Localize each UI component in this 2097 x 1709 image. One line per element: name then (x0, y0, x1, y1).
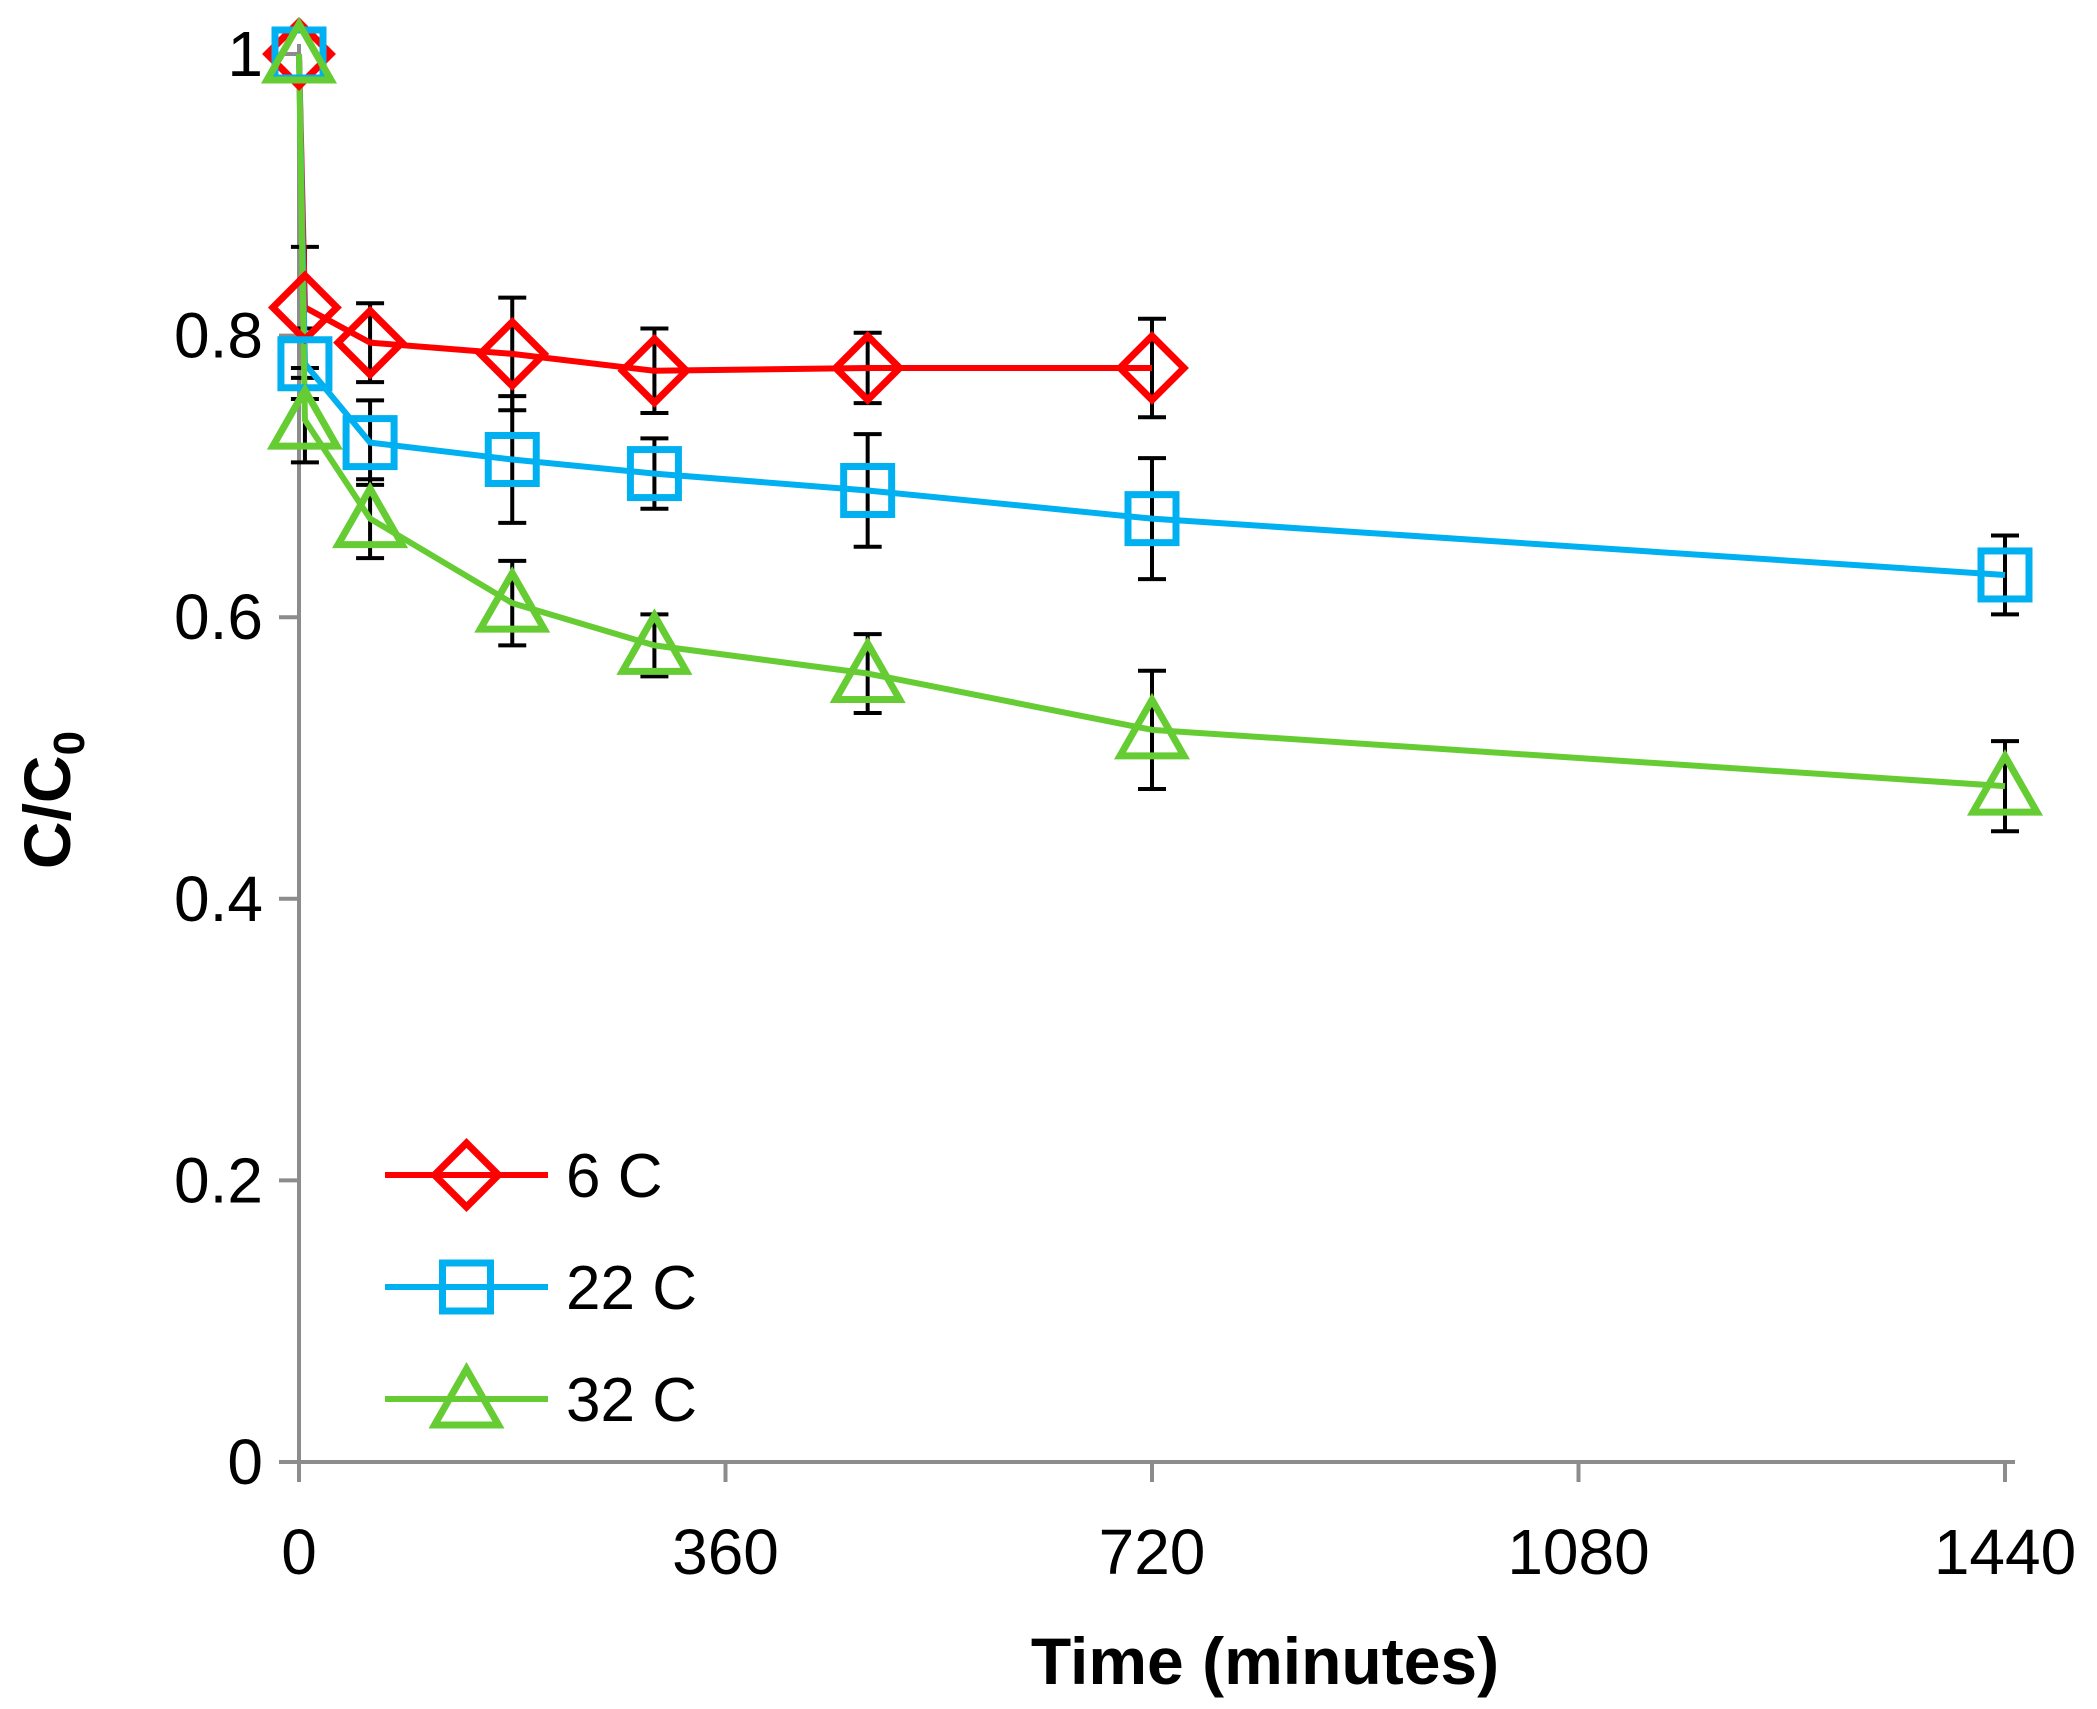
legend-label: 6 C (566, 1142, 662, 1211)
data-point-32-c (260, 16, 338, 84)
data-point-22-c (1977, 547, 2033, 603)
legend-item-6-c: 6 C (385, 1138, 662, 1212)
data-point-6-c (617, 333, 692, 408)
y-tick-label: 0.6 (174, 581, 263, 653)
y-tick-label: 1 (227, 18, 263, 90)
series-lines (296, 53, 2006, 790)
x-tick-label: 1440 (1934, 1516, 2076, 1588)
legend-marker-6-c (429, 1138, 504, 1212)
data-point-22-c (1124, 491, 1180, 547)
legend-marker-32-c (428, 1361, 505, 1429)
data-point-6-c (830, 331, 905, 405)
data-point-32-c (266, 383, 343, 450)
legend-label: 32 C (566, 1366, 697, 1435)
y-tick-label: 0.4 (174, 863, 263, 935)
data-point-32-c (1966, 749, 2044, 816)
data-point-6-c (1115, 331, 1189, 405)
data-point-6-c (475, 316, 550, 391)
legend-item-22-c: 22 C (385, 1254, 697, 1323)
data-point-22-c (840, 462, 896, 518)
series-line-32-c (296, 53, 2006, 790)
data-point-6-c (333, 305, 408, 380)
legend-item-32-c: 32 C (385, 1361, 697, 1435)
data-point-22-c (484, 432, 540, 488)
y-axis-title: C/C0 (10, 731, 94, 869)
x-tick-label: 720 (1099, 1516, 1206, 1588)
y-ticks: 0 0.2 0.4 0.6 0.8 1 (174, 18, 299, 1498)
legend-label: 22 C (566, 1254, 697, 1323)
markers (260, 16, 2044, 816)
y-tick-label: 0.2 (174, 1144, 263, 1216)
legend-marker-22-c (439, 1259, 494, 1315)
x-ticks: 0 360 720 1080 1440 (281, 1462, 2076, 1588)
series-line-22-c (296, 53, 2006, 578)
data-point-32-c (332, 481, 409, 549)
data-point-32-c (829, 636, 906, 704)
x-axis-title: Time (minutes) (1031, 1624, 1499, 1698)
series-line-6-c (296, 53, 1152, 374)
y-axis-title-subscript: 0 (45, 731, 94, 755)
y-tick-label: 0 (227, 1426, 263, 1498)
data-point-32-c (1113, 692, 1191, 760)
data-point-32-c (474, 566, 551, 633)
y-tick-label: 0.8 (174, 300, 263, 372)
x-tick-label: 360 (672, 1516, 779, 1588)
x-tick-label: 0 (281, 1516, 317, 1588)
data-point-22-c (342, 415, 398, 471)
data-point-32-c (616, 608, 693, 675)
legend: 6 C 22 C 32 C (385, 1138, 697, 1435)
data-point-22-c (626, 446, 682, 502)
x-tick-label: 1080 (1507, 1516, 1649, 1588)
y-axis-title-main: C/C (10, 755, 84, 869)
